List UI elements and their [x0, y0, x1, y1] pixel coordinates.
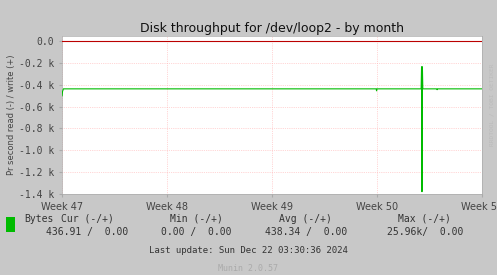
Y-axis label: Pr second read (-) / write (+): Pr second read (-) / write (+) — [7, 54, 16, 175]
Text: Bytes: Bytes — [24, 214, 53, 224]
Text: 436.91 /  0.00: 436.91 / 0.00 — [46, 227, 128, 237]
Text: 438.34 /  0.00: 438.34 / 0.00 — [264, 227, 347, 237]
Text: Max (-/+): Max (-/+) — [399, 214, 451, 224]
Text: Avg (-/+): Avg (-/+) — [279, 214, 332, 224]
Text: Last update: Sun Dec 22 03:30:36 2024: Last update: Sun Dec 22 03:30:36 2024 — [149, 246, 348, 255]
Text: Cur (-/+): Cur (-/+) — [61, 214, 113, 224]
Text: RRDTOOL / TOBI OETIKER: RRDTOOL / TOBI OETIKER — [490, 63, 495, 146]
Text: 0.00 /  0.00: 0.00 / 0.00 — [161, 227, 232, 237]
Text: 25.96k/  0.00: 25.96k/ 0.00 — [387, 227, 463, 237]
Text: Min (-/+): Min (-/+) — [170, 214, 223, 224]
Title: Disk throughput for /dev/loop2 - by month: Disk throughput for /dev/loop2 - by mont… — [140, 21, 404, 35]
Text: Munin 2.0.57: Munin 2.0.57 — [219, 264, 278, 273]
